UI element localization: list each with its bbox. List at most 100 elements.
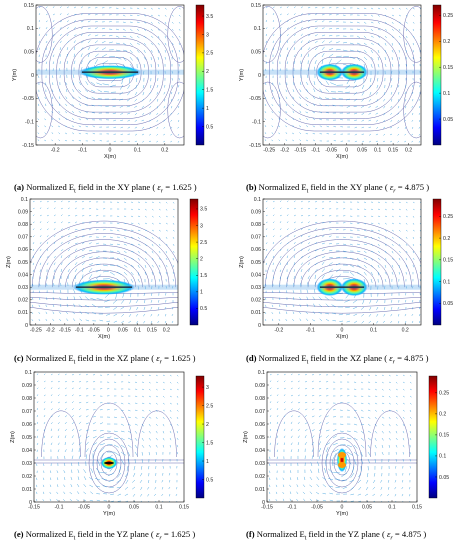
y-axis-label: Y(m) (239, 69, 245, 81)
colorbar-tick-label: 0.1 (443, 279, 450, 285)
x-tick-label: 0 (108, 505, 111, 511)
field-hotspots (36, 65, 184, 80)
y-tick-label: 0.01 (22, 487, 32, 493)
panel-a-svg: -0.2 -0.1 0 0.1 0.2 X(m) 0.15 0.1 0.05 0 -0.05 -0.1… (12, 3, 213, 160)
x-axis-label: X(m) (104, 154, 116, 160)
x-tick-label: -0.05 (88, 328, 100, 334)
x-tick-label: 0.1 (374, 148, 381, 154)
colorbar-tick-label: 0.25 (443, 13, 453, 19)
colorbar-tick-label: 0.5 (206, 124, 213, 130)
y-axis-label: Z(m) (10, 431, 16, 443)
y-tick-label: 0.02 (255, 474, 265, 480)
colorbar-tick-label: 3 (200, 223, 203, 229)
field-hotspots (263, 63, 421, 81)
colorbar-tick-label: 1 (206, 106, 209, 112)
y-tick-label: 0.1 (25, 370, 32, 376)
y-axis-label: Z(m) (239, 256, 245, 268)
x-tick-label: -0.1 (78, 148, 87, 154)
colorbar (432, 198, 442, 326)
panel-e-svg: -0.15 -0.1 -0.05 0 0.05 0.1 0.15 Y(m) 0.1 0.09 0.0… (10, 370, 213, 517)
y-tick-label: 0.05 (251, 49, 261, 55)
contour-lines (36, 6, 184, 139)
x-tick-label: -0.15 (261, 505, 273, 511)
colorbar-tick-label: 0.2 (443, 236, 450, 242)
x-tick-label: 0.1 (370, 328, 377, 334)
colorbar-tick-label: 3.5 (206, 14, 213, 20)
caption-d: (d) Normalized Et field in the XZ plane … (246, 353, 429, 366)
y-tick-label: 0.04 (251, 272, 261, 278)
y-tick-label: 0.09 (255, 383, 265, 389)
field-hotspots (30, 279, 178, 295)
x-axis-label: Y(m) (103, 511, 115, 517)
colorbar-tick-label: 0.25 (443, 214, 453, 220)
y-tick-label: 0.08 (255, 396, 265, 402)
y-tick-label: -0.05 (22, 96, 34, 102)
y-tick-label: 0.09 (18, 209, 28, 215)
y-tick-label: 0.07 (251, 235, 261, 241)
panel-f-svg: -0.15 -0.1 -0.05 0 0.05 0.1 0.15 Y(m) 0.1 0.09 0.0… (243, 370, 449, 517)
colorbar-tick-label: 2.5 (206, 403, 213, 409)
colorbar (195, 375, 205, 499)
y-axis-label: Z(m) (243, 431, 249, 443)
y-tick-label: 0 (258, 323, 261, 329)
x-tick-label: 0 (345, 148, 348, 154)
x-tick-label: 0.1 (134, 148, 141, 154)
colorbar-tick-label: 1.5 (200, 273, 207, 279)
x-tick-label: 0.05 (357, 148, 367, 154)
x-tick-label: -0.1 (75, 328, 84, 334)
y-tick-label: -0.05 (249, 96, 261, 102)
figure-panel-f: -0.15 -0.1 -0.05 0 0.05 0.1 0.15 Y(m) 0.1 0.09 0.0… (233, 366, 466, 526)
y-tick-label: 0.04 (22, 448, 32, 454)
y-tick-label: 0.02 (22, 474, 32, 480)
y-tick-label: 0 (262, 500, 265, 506)
y-tick-label: 0.1 (27, 26, 34, 32)
y-tick-label: 0.07 (255, 409, 265, 415)
x-tick-label: 0.1 (155, 505, 162, 511)
field-hotspots (337, 448, 347, 472)
panel-c-svg: -0.25 -0.2 -0.15 -0.1 -0.05 0 0.05 0.1 0.15 0.2 X(… (6, 197, 207, 340)
colorbar-tick-label: 2 (206, 422, 209, 428)
x-axis-label: X(m) (336, 334, 348, 340)
y-tick-label: 0.05 (24, 49, 34, 55)
colorbar-tick-label: 0.1 (439, 454, 446, 460)
field-vectors (37, 6, 181, 143)
x-tick-label: 0.15 (388, 148, 398, 154)
colorbar-tick-label: 0.2 (443, 39, 450, 45)
x-tick-label: -0.1 (306, 328, 315, 334)
x-tick-label: -0.05 (325, 148, 337, 154)
y-tick-label: 0.06 (251, 247, 261, 253)
y-tick-label: 0.1 (258, 370, 265, 376)
caption-c: (c) Normalized Et field in the XZ plane … (14, 353, 196, 366)
x-tick-label: -0.2 (46, 328, 55, 334)
y-tick-label: 0.01 (18, 310, 28, 316)
field-hotspots (101, 457, 117, 469)
x-tick-label: 0.1 (134, 328, 141, 334)
x-tick-label: -0.05 (78, 505, 90, 511)
y-tick-label: 0.09 (22, 383, 32, 389)
y-tick-label: 0.1 (21, 197, 28, 203)
colorbar-tick-label: 0.1 (443, 91, 450, 97)
y-tick-label: 0.07 (18, 235, 28, 241)
x-tick-label: 0 (341, 505, 344, 511)
colorbar-tick-label: 1 (200, 290, 203, 296)
y-tick-label: 0.01 (251, 310, 261, 316)
colorbar-tick-label: 2.5 (200, 240, 207, 246)
y-tick-label: 0.15 (251, 3, 261, 9)
y-tick-label: 0.03 (251, 285, 261, 291)
y-tick-label: 0.07 (22, 409, 32, 415)
x-tick-label: 0.2 (163, 328, 170, 334)
figure-panel-e: -0.15 -0.1 -0.05 0 0.05 0.1 0.15 Y(m) 0.1 0.09 0.0… (0, 366, 233, 526)
y-tick-label: 0 (258, 73, 261, 79)
colorbar (195, 4, 205, 146)
colorbar (428, 375, 438, 499)
x-tick-label: 0 (109, 148, 112, 154)
y-tick-label: -0.15 (22, 143, 34, 149)
x-tick-label: -0.05 (311, 505, 323, 511)
colorbar-tick-label: 0.15 (443, 258, 453, 264)
colorbar-tick-label: 0.5 (206, 477, 213, 483)
colorbar-tick-label: 0.15 (443, 65, 453, 71)
colorbar-tick-label: 0.05 (443, 117, 453, 123)
x-axis-label: X(m) (336, 154, 348, 160)
y-tick-label: 0.1 (254, 197, 261, 203)
y-tick-label: 0.05 (18, 260, 28, 266)
